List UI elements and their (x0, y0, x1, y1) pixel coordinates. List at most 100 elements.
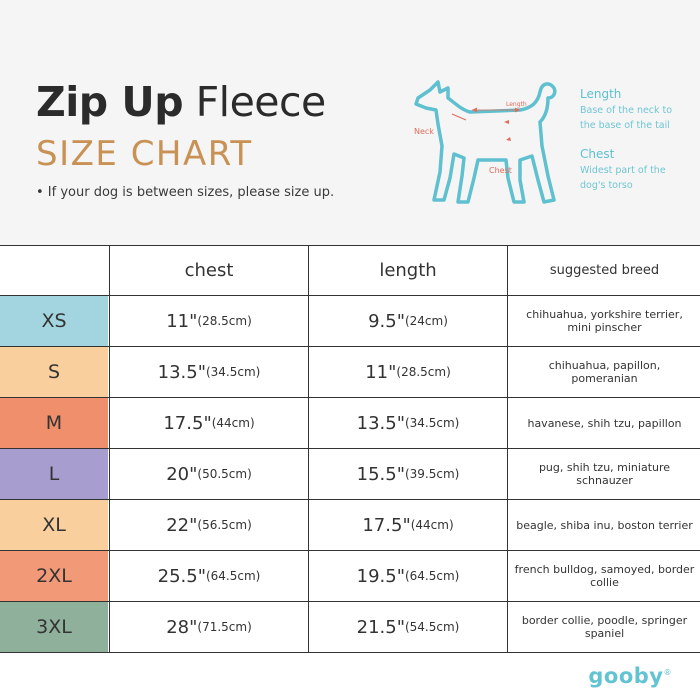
chest-inches: 17.5" (163, 412, 212, 434)
size-label: S (47, 361, 61, 383)
length-cell: 9.5" (24cm) (308, 296, 507, 346)
chest-label-small: Chest (489, 166, 512, 175)
length-cell: 11" (28.5cm) (308, 347, 507, 397)
breed-cell: beagle, shiba inu, boston terrier (507, 500, 700, 550)
size-cell: 2XL (0, 551, 108, 601)
chest-cell: 20" (50.5cm) (109, 449, 308, 499)
table-row: L 20" (50.5cm) 15.5" (39.5cm) pug, shih tzu, … (0, 449, 700, 500)
chest-inches: 22" (166, 514, 198, 536)
breed-text: beagle, shiba inu, boston terrier (516, 518, 693, 532)
sizing-note: • If your dog is between sizes, please s… (36, 185, 335, 200)
chest-inches: 20" (166, 463, 198, 485)
chest-cell: 11" (28.5cm) (109, 296, 308, 346)
size-label: 3XL (36, 616, 72, 638)
length-label-small: Length (506, 101, 527, 108)
chest-cm: (34.5cm) (205, 365, 261, 379)
title-bold: Zip Up (36, 78, 184, 126)
length-cell: 15.5" (39.5cm) (308, 449, 507, 499)
length-cm: (34.5cm) (404, 416, 460, 430)
table-row: S 13.5" (34.5cm) 11" (28.5cm) chihuahua, papi… (0, 347, 700, 398)
size-cell: S (0, 347, 108, 397)
chest-title: Chest (580, 147, 615, 161)
breed-text: french bulldog, samoyed, border collie (514, 563, 695, 589)
size-label: 2XL (36, 565, 72, 587)
chest-cm: (71.5cm) (197, 620, 252, 634)
length-inches: 21.5" (356, 616, 405, 638)
size-color-fill (0, 551, 108, 601)
size-color-fill (0, 500, 108, 550)
brand-logo: gooby® (588, 664, 672, 688)
table-row: 3XL 28" (71.5cm) 21.5" (54.5cm) border collie… (0, 602, 700, 653)
chest-cm: (44cm) (211, 416, 255, 430)
chest-inches: 13.5" (157, 361, 206, 383)
size-cell: 3XL (0, 602, 108, 652)
length-cm: (39.5cm) (404, 467, 460, 481)
length-cm: (64.5cm) (404, 569, 460, 583)
breed-text: chihuahua, yorkshire terrier, mini pinsc… (526, 308, 683, 334)
breed-text: havanese, shih tzu, papillon (527, 416, 682, 430)
size-color-fill (0, 296, 108, 346)
chest-cm: (50.5cm) (197, 467, 252, 481)
length-inches: 15.5" (356, 463, 405, 485)
chest-desc: Widest part of the dog's torso (580, 165, 666, 191)
chest-cm: (56.5cm) (197, 518, 252, 532)
size-color-fill (0, 347, 108, 397)
length-cell: 13.5" (34.5cm) (308, 398, 507, 448)
size-color-fill (0, 602, 108, 652)
breed-cell: chihuahua, yorkshire terrier, mini pinsc… (507, 296, 700, 346)
chest-cm: (28.5cm) (197, 314, 252, 328)
chest-inches: 25.5" (157, 565, 206, 587)
length-cm: (28.5cm) (396, 365, 451, 379)
header-breed-cell: suggested breed (507, 246, 700, 295)
header-blank-cell (0, 246, 108, 295)
length-inches: 11" (365, 361, 397, 383)
size-cell: M (0, 398, 108, 448)
table-row: XS 11" (28.5cm) 9.5" (24cm) chihuahua, yorksh… (0, 296, 700, 347)
brand-mark: ® (663, 668, 672, 677)
length-cell: 17.5" (44cm) (308, 500, 507, 550)
breed-text: pug, shih tzu, miniature schnauzer (538, 461, 671, 487)
neck-label: Neck (414, 127, 434, 136)
length-title: Length (580, 87, 622, 101)
breed-text: border collie, poodle, springer spaniel (521, 614, 688, 640)
length-inches: 19.5" (356, 565, 405, 587)
size-label: M (45, 412, 63, 434)
chest-inches: 11" (166, 310, 198, 332)
brand-name: gooby (588, 664, 664, 688)
header-breed: suggested breed (549, 263, 660, 278)
breed-cell: french bulldog, samoyed, border collie (507, 551, 700, 601)
chest-cell: 13.5" (34.5cm) (109, 347, 308, 397)
dog-diagram (414, 80, 557, 204)
size-label: XS (41, 310, 67, 332)
table-row: XL 22" (56.5cm) 17.5" (44cm) beagle, shiba in… (0, 500, 700, 551)
page-subtitle: SIZE CHART (36, 134, 253, 174)
breed-cell: chihuahua, papillon, pomeranian (507, 347, 700, 397)
title-rest: Fleece (195, 78, 327, 126)
size-cell: L (0, 449, 108, 499)
chest-cell: 22" (56.5cm) (109, 500, 308, 550)
breed-cell: border collie, poodle, springer spaniel (507, 602, 700, 652)
size-color-fill (0, 398, 108, 448)
table-row: M 17.5" (44cm) 13.5" (34.5cm) havanese, shih … (0, 398, 700, 449)
length-cm: (24cm) (404, 314, 448, 328)
chest-cell: 25.5" (64.5cm) (109, 551, 308, 601)
size-label: XL (42, 514, 66, 536)
length-cell: 21.5" (54.5cm) (308, 602, 507, 652)
header-length-cell: length (308, 246, 507, 295)
size-table: chest length suggested breed XS 11" (28.5c… (0, 245, 700, 653)
size-label: L (48, 463, 60, 485)
header-chest: chest (184, 260, 234, 281)
size-color-fill (0, 449, 108, 499)
header-length: length (379, 260, 437, 281)
chest-cell: 17.5" (44cm) (109, 398, 308, 448)
breed-cell: pug, shih tzu, miniature schnauzer (507, 449, 700, 499)
table-header-row: chest length suggested breed (0, 246, 700, 296)
length-desc: Base of the neck to the base of the tail (580, 105, 673, 131)
header: Zip Up Fleece SIZE CHART • If your dog i… (0, 0, 700, 245)
length-inches: 17.5" (362, 514, 411, 536)
breed-text: chihuahua, papillon, pomeranian (548, 359, 661, 385)
chest-inches: 28" (166, 616, 198, 638)
breed-cell: havanese, shih tzu, papillon (507, 398, 700, 448)
header-chest-cell: chest (109, 246, 308, 295)
dog-outline (414, 80, 557, 204)
